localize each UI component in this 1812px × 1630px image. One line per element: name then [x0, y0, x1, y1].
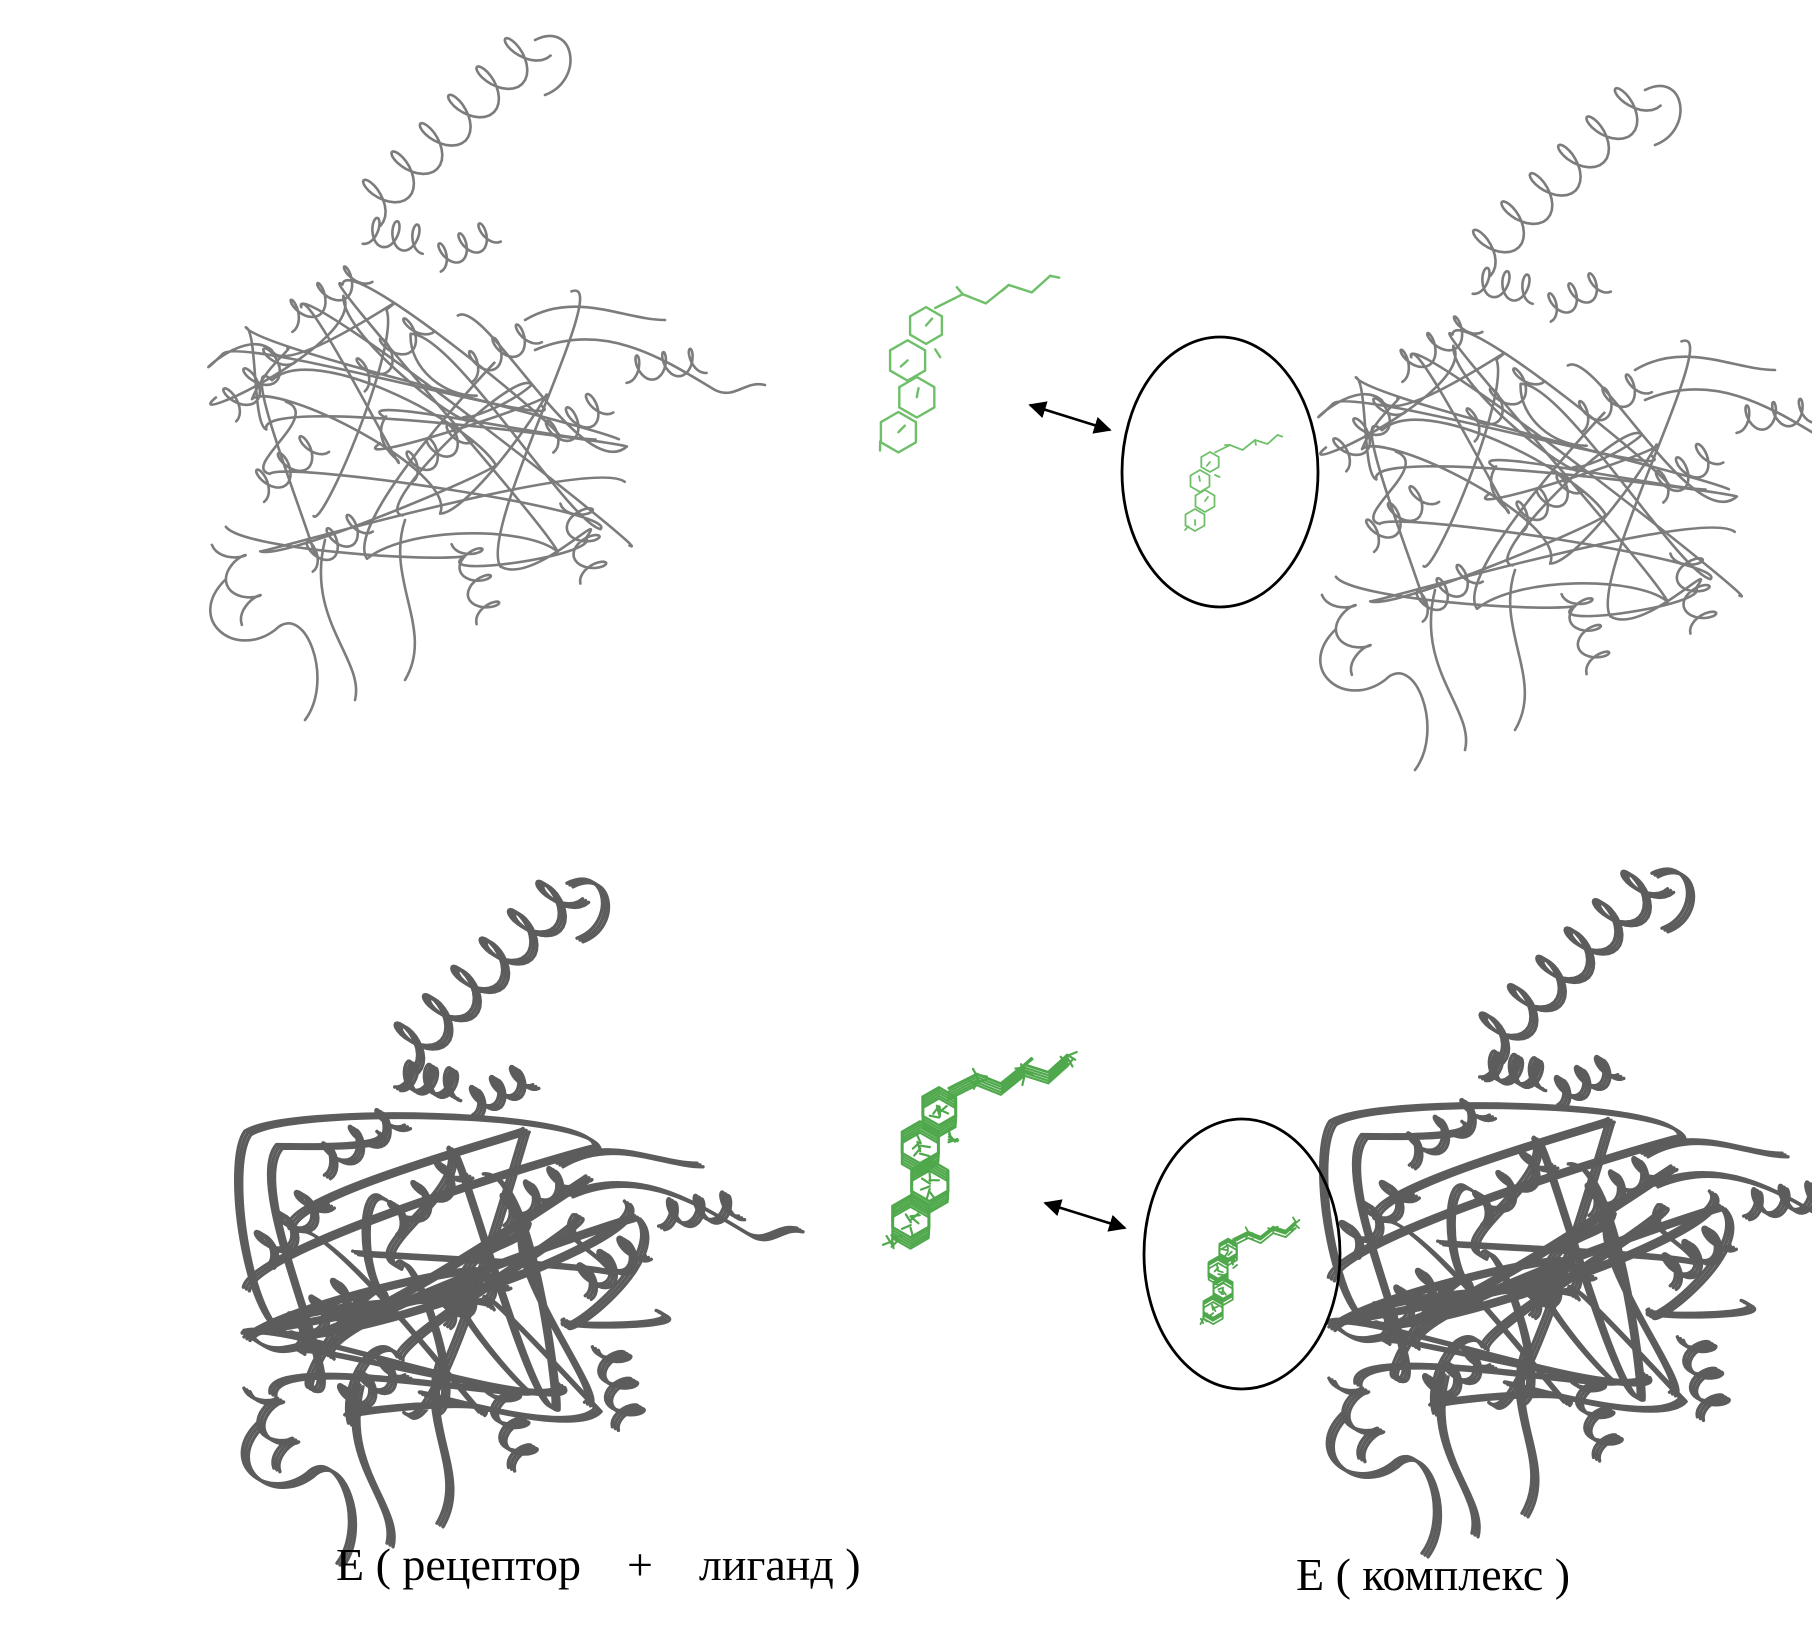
bound-ligand-top [1184, 434, 1284, 533]
receptor-ribbon-top [207, 34, 767, 722]
ligand-structure-top [878, 274, 1061, 454]
binding-site-ellipse-icon [1120, 335, 1320, 609]
receptor-ribbon-bottom [234, 877, 805, 1569]
caption-complex: E ( комплекс ) [1296, 1549, 1571, 1600]
caption-receptor-plus-ligand: E ( рецептор + лиганд ) [336, 1539, 861, 1590]
binding-site-ellipse-icon [1142, 1117, 1342, 1391]
double-headed-arrow-icon [1028, 401, 1112, 434]
double-headed-arrow-icon [1043, 1199, 1127, 1232]
complex-ribbon-bottom [1319, 867, 1812, 1559]
ligand-ensemble-bottom [881, 1050, 1078, 1250]
complex-ribbon-top [1317, 84, 1812, 772]
bound-ligand-bottom [1199, 1216, 1301, 1326]
